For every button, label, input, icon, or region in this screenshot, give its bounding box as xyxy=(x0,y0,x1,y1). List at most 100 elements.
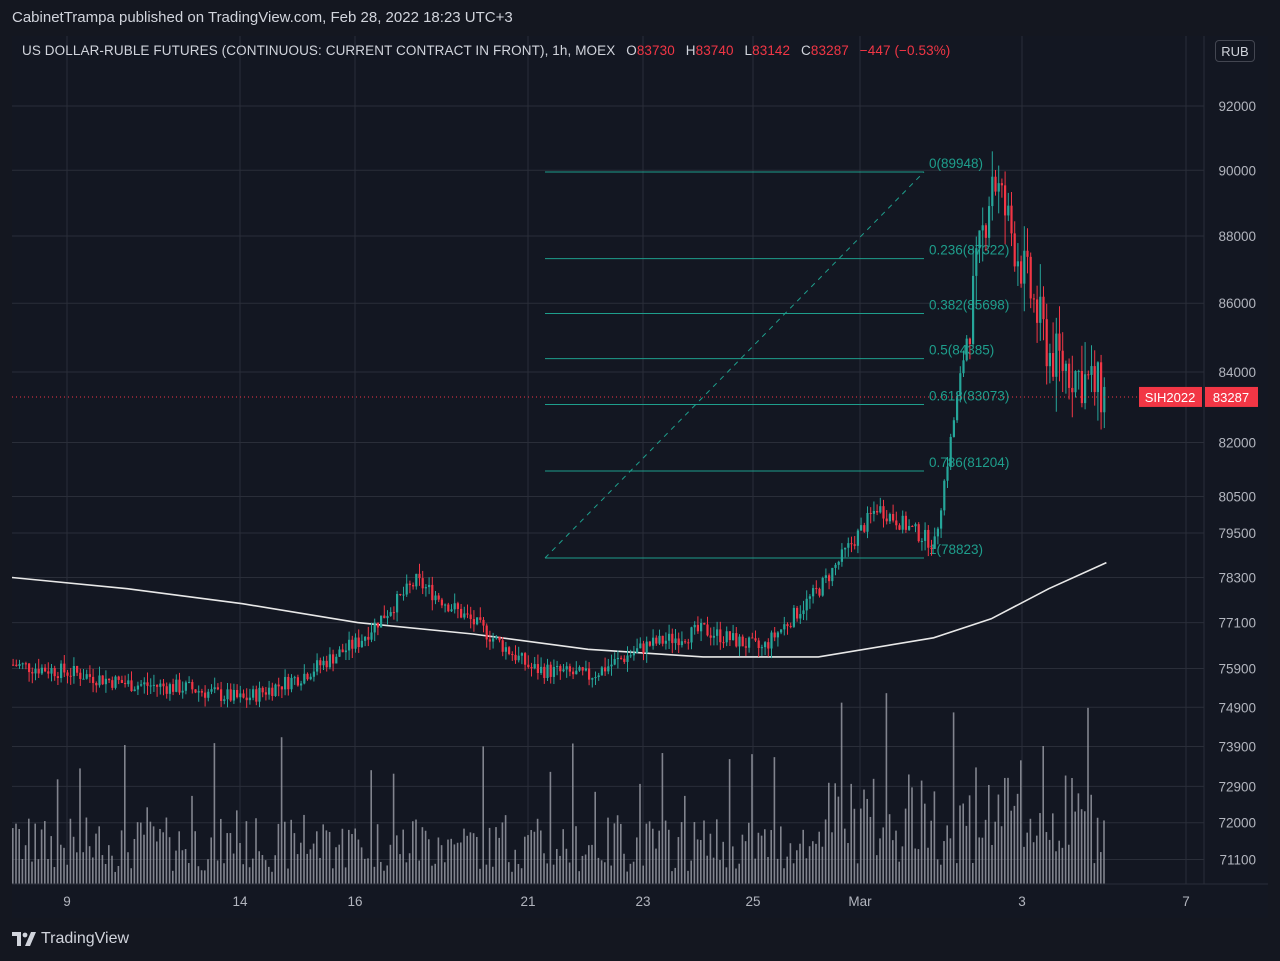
candle-body xyxy=(47,671,50,674)
candle-body xyxy=(956,395,959,421)
candle-body xyxy=(872,511,875,514)
volume-bar xyxy=(204,870,206,884)
volume-bar xyxy=(271,871,273,884)
volume-bar xyxy=(226,833,228,884)
candle-body xyxy=(629,655,632,657)
volume-bar xyxy=(236,810,238,884)
candle-body xyxy=(56,676,59,679)
candle-body xyxy=(831,567,834,582)
volume-bar xyxy=(213,743,216,884)
candle-body xyxy=(328,654,331,668)
volume-bar xyxy=(18,829,20,884)
volume-bar xyxy=(402,829,404,884)
volume-bar xyxy=(130,868,132,884)
volume-bar xyxy=(165,817,168,884)
volume-bar xyxy=(104,863,107,884)
volume-bar xyxy=(917,849,920,884)
candle-body xyxy=(370,632,373,640)
fib-trend-line xyxy=(544,171,925,559)
candle-body xyxy=(216,687,219,690)
candle-body xyxy=(1084,374,1087,404)
volume-bar xyxy=(719,860,721,884)
candle-body xyxy=(732,633,735,641)
volume-bar xyxy=(642,865,644,884)
candle-body xyxy=(40,667,43,674)
symbol-badge[interactable] xyxy=(1139,386,1202,407)
candle-body xyxy=(562,669,565,672)
candle-body xyxy=(277,684,280,687)
candle-body xyxy=(440,599,443,606)
fib-level-label: 1(78823) xyxy=(929,542,983,557)
y-tick-label: 78300 xyxy=(1218,570,1256,585)
candle-body xyxy=(284,676,287,690)
candle-body xyxy=(1074,371,1077,393)
volume-bar xyxy=(188,863,190,884)
candle-body xyxy=(991,176,994,207)
price-badge[interactable] xyxy=(1205,386,1258,407)
candle-body xyxy=(165,686,168,694)
volume-bar xyxy=(437,837,440,884)
candle-body xyxy=(594,677,597,679)
volume-bar xyxy=(572,743,574,884)
volume-bar xyxy=(930,820,932,884)
candle-body xyxy=(428,584,431,588)
candle-body xyxy=(549,664,552,677)
volume-bar xyxy=(840,702,843,884)
volume-bar xyxy=(1020,760,1022,884)
candle-body xyxy=(936,528,939,537)
volume-bar xyxy=(805,858,808,884)
publisher-line: CabinetTrampa published on TradingView.c… xyxy=(12,9,513,26)
candle-body xyxy=(290,677,293,690)
candle-body xyxy=(546,664,549,678)
volume-bar xyxy=(716,819,718,884)
volume-bar xyxy=(668,829,670,884)
candle-body xyxy=(716,629,719,636)
candle-body xyxy=(120,679,123,683)
volume-bar xyxy=(476,836,478,884)
currency-button[interactable]: RUB xyxy=(1215,40,1255,62)
candle-body xyxy=(559,666,562,672)
candle-body xyxy=(514,654,517,661)
candle-body xyxy=(661,635,664,644)
candle-body xyxy=(904,515,907,530)
candle-body xyxy=(748,637,751,648)
price-chart[interactable]: 0(89948) 0.236(87322) 0.382(85698) 0.5(8438… xyxy=(12,36,1268,918)
volume-bar xyxy=(284,821,286,884)
candle-body xyxy=(152,684,155,686)
candle-body xyxy=(943,480,946,511)
volume-bar xyxy=(706,855,708,884)
volume-bar xyxy=(149,821,152,884)
candle-body xyxy=(1077,370,1080,372)
tradingview-logo[interactable]: TradingView xyxy=(12,930,129,948)
candle-body xyxy=(236,689,239,698)
candle-body xyxy=(680,641,683,646)
volume-bar xyxy=(197,866,200,884)
candle-body xyxy=(837,561,840,565)
volume-bar xyxy=(287,868,289,884)
volume-bar xyxy=(959,805,961,884)
volume-bar xyxy=(85,817,88,884)
candle-body xyxy=(674,638,677,644)
candle-body xyxy=(306,673,309,680)
volume-bar xyxy=(175,850,177,884)
candle-body xyxy=(348,639,351,651)
volume-bar xyxy=(488,827,491,884)
candle-body xyxy=(994,176,997,192)
close-value: 83287 xyxy=(810,43,849,58)
y-tick-label: 72900 xyxy=(1218,779,1256,794)
volume-bar xyxy=(978,837,980,884)
volume-bar xyxy=(1093,863,1096,884)
candle-body xyxy=(178,679,181,693)
volume-bar xyxy=(892,840,894,884)
candle-body xyxy=(210,689,213,692)
chart-area[interactable]: 0(89948) 0.236(87322) 0.382(85698) 0.5(8438… xyxy=(12,36,1268,918)
candle-body xyxy=(15,664,18,666)
volume-bar xyxy=(463,828,465,884)
candle-body xyxy=(639,643,642,649)
candle-body xyxy=(568,666,571,672)
candle-body xyxy=(354,637,357,649)
volume-bar xyxy=(472,833,475,884)
candle-body xyxy=(917,524,920,542)
price-axis[interactable] xyxy=(1204,36,1268,918)
candle-body xyxy=(504,647,507,652)
